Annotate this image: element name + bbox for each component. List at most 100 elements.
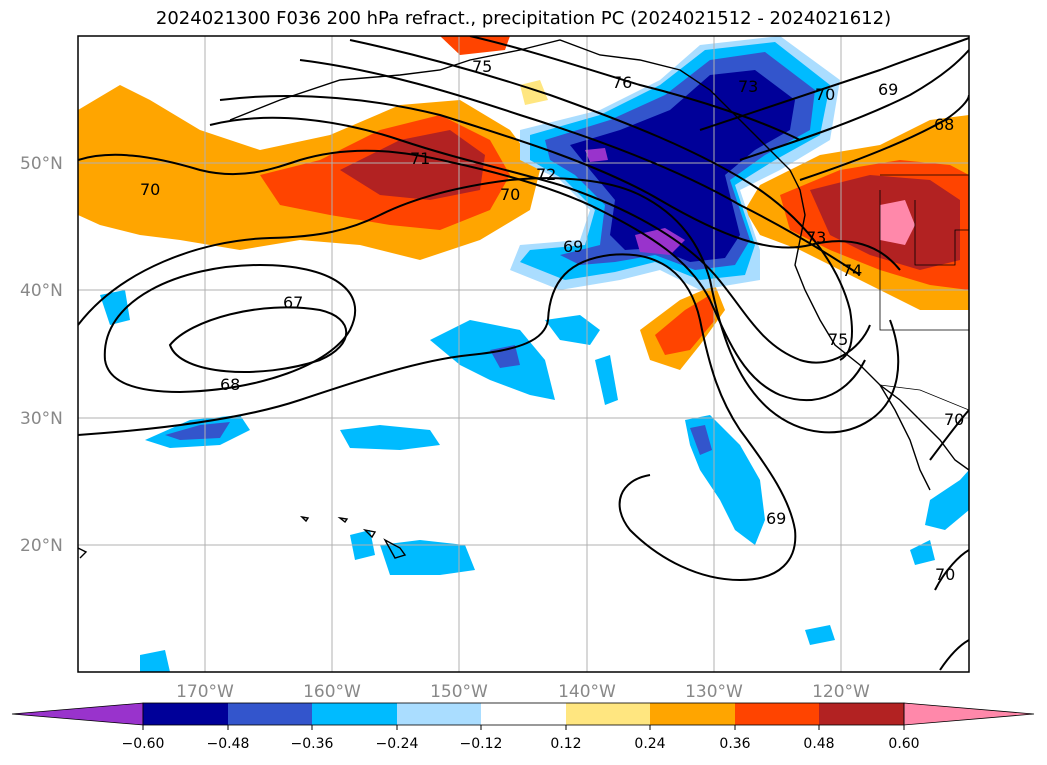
colorbar-label-10: 0.60 bbox=[888, 736, 919, 752]
contour-label-69-top: 69 bbox=[878, 80, 898, 99]
darkred-region-west bbox=[340, 130, 485, 200]
contour-label-75-mid: 75 bbox=[828, 330, 848, 349]
lon-label-130w: 130°W bbox=[685, 682, 743, 702]
contour-label-67: 67 bbox=[283, 293, 303, 312]
contour-label-73-mid: 73 bbox=[806, 228, 826, 247]
negative-shading bbox=[100, 36, 969, 672]
contour-label-69-south: 69 bbox=[766, 509, 786, 528]
lat-label-30n: 30°N bbox=[20, 409, 63, 429]
colorbar-label-6: 0.12 bbox=[550, 736, 581, 752]
contour-label-74: 74 bbox=[842, 261, 862, 280]
coast-usa-interior-2 bbox=[879, 190, 969, 331]
blue-region-south bbox=[690, 425, 712, 455]
contour-70-se2 bbox=[934, 549, 969, 591]
grid-lines bbox=[78, 36, 969, 672]
colorbar-label-5: −0.12 bbox=[460, 736, 503, 752]
cyan-region-west bbox=[100, 290, 130, 325]
cyan-region-mid bbox=[430, 320, 555, 400]
latitude-labels: 50°N 40°N 30°N 20°N bbox=[20, 154, 63, 556]
colorbar-label-3: −0.36 bbox=[291, 736, 334, 752]
contour-76 bbox=[469, 36, 801, 141]
coast-hawaii-2 bbox=[362, 528, 377, 539]
contour-label-75-top: 75 bbox=[472, 57, 492, 76]
colorbar-tick-labels: −0.60 −0.48 −0.36 −0.24 −0.12 0.12 0.24 … bbox=[122, 736, 920, 752]
contour-label-73-top: 73 bbox=[738, 77, 758, 96]
purple-region-main-1 bbox=[635, 228, 685, 255]
colorbar-label-8: 0.36 bbox=[719, 736, 750, 752]
redorange-region-mid bbox=[655, 295, 715, 355]
colorbar-label-1: −0.60 bbox=[122, 736, 165, 752]
contour-70-west bbox=[78, 177, 900, 434]
blue-region-sw1 bbox=[165, 422, 230, 440]
colorbar-ticks bbox=[142, 725, 905, 730]
longitude-labels: 170°W 160°W 150°W 140°W 130°W 120°W bbox=[176, 682, 870, 702]
coast-island-west bbox=[78, 547, 88, 559]
colorbar: −0.60 −0.48 −0.36 −0.24 −0.12 0.12 0.24 … bbox=[11, 702, 1035, 752]
contour-east-2 bbox=[739, 49, 969, 161]
contour-75 bbox=[349, 39, 853, 361]
cyan-region-top bbox=[520, 80, 548, 105]
colorbar-segment-1 bbox=[143, 703, 228, 725]
contour-label-70-se1: 70 bbox=[944, 410, 964, 429]
contour-68 bbox=[103, 263, 357, 394]
lon-label-160w: 160°W bbox=[303, 682, 361, 702]
coastlines bbox=[78, 39, 969, 559]
yellow-region-top bbox=[440, 36, 510, 55]
coast-usa-interior-3 bbox=[914, 200, 969, 266]
colorbar-label-9: 0.48 bbox=[803, 736, 834, 752]
contour-label-group: 75 76 73 70 69 68 71 72 70 69 73 74 67 6… bbox=[140, 57, 964, 584]
plot-frame bbox=[77, 35, 970, 673]
contour-70-se bbox=[929, 409, 969, 461]
positive-shading bbox=[78, 36, 969, 370]
contour-70-se3 bbox=[939, 639, 969, 671]
colorbar-extend-right bbox=[903, 702, 1035, 726]
cyan-region-mid3 bbox=[595, 355, 618, 405]
lat-label-50n: 50°N bbox=[20, 154, 63, 174]
cyan-region-bottom2 bbox=[140, 650, 170, 672]
coast-hawaii-4 bbox=[299, 515, 310, 523]
lon-label-120w: 120°W bbox=[812, 682, 870, 702]
colorbar-segment-7 bbox=[650, 703, 735, 725]
contour-east-3 bbox=[799, 94, 969, 181]
contour-69-west bbox=[78, 253, 797, 582]
contour-74 bbox=[299, 59, 861, 276]
lat-label-40n: 40°N bbox=[20, 281, 63, 301]
contour-67 bbox=[168, 306, 348, 373]
contour-label-70-west: 70 bbox=[140, 180, 160, 199]
pink-region-east bbox=[880, 200, 915, 245]
contour-label-76: 76 bbox=[612, 73, 632, 92]
lon-label-140w: 140°W bbox=[558, 682, 616, 702]
colorbar-extend-left bbox=[11, 702, 144, 726]
coast-baja bbox=[879, 384, 931, 491]
lon-label-170w: 170°W bbox=[176, 682, 234, 702]
colorbar-segment-8 bbox=[735, 703, 819, 725]
colorbar-frame bbox=[142, 702, 905, 726]
plot-title: 2024021300 F036 200 hPa refract., precip… bbox=[155, 8, 892, 29]
contour-label-70-mid: 70 bbox=[500, 185, 520, 204]
cyan-region-sw3 bbox=[380, 540, 475, 575]
purple-region-main-2 bbox=[585, 148, 608, 162]
contour-label-69-mid: 69 bbox=[563, 237, 583, 256]
coast-hawaii-3 bbox=[337, 516, 349, 524]
coast-alaska bbox=[229, 39, 751, 131]
colorbar-segment-6 bbox=[566, 703, 650, 725]
coast-bc-wa bbox=[749, 129, 969, 471]
colorbar-segment-5 bbox=[481, 703, 566, 725]
contour-label-70-se2: 70 bbox=[935, 565, 955, 584]
contour-lines bbox=[78, 36, 969, 671]
contour-73 bbox=[219, 94, 901, 271]
cyan-region-sw2 bbox=[340, 425, 440, 450]
contour-label-71: 71 bbox=[410, 149, 430, 168]
cyan-region-se2 bbox=[910, 540, 935, 565]
colorbar-segment-4 bbox=[397, 703, 481, 725]
colorbar-segment-9 bbox=[819, 703, 904, 725]
colorbar-label-4: −0.24 bbox=[376, 736, 419, 752]
contour-label-68-mid: 68 bbox=[220, 375, 240, 394]
contour-east-1 bbox=[699, 37, 969, 131]
colorbar-label-7: 0.24 bbox=[634, 736, 665, 752]
colorbar-segment-3 bbox=[312, 703, 397, 725]
cyan-region-se1 bbox=[925, 470, 969, 530]
contour-label-68-top: 68 bbox=[934, 115, 954, 134]
cyan-region-bottom1 bbox=[805, 625, 835, 645]
